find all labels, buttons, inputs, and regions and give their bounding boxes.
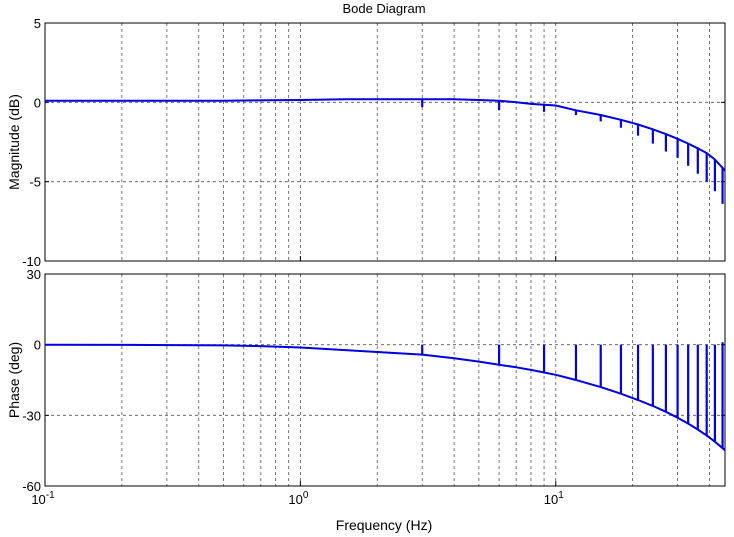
y-tick-label: 0 (34, 95, 41, 110)
magnitude-y-ticks: 5 0 -5 -10 (22, 16, 725, 269)
y-tick-label: -5 (29, 175, 41, 190)
magnitude-grid (45, 23, 725, 261)
x-tick-label: 10-1 (31, 490, 55, 507)
y-tick-label: -60 (22, 479, 41, 494)
y-tick-label: -30 (22, 408, 41, 423)
phase-series (44, 342, 726, 451)
phase-y-axis-label: Phase (deg) (6, 342, 22, 418)
phase-grid (45, 274, 725, 486)
phase-axes-frame (44, 273, 726, 487)
magnitude-series (45, 98, 726, 204)
magnitude-axes-frame (44, 22, 726, 262)
y-tick-label: -10 (22, 254, 41, 269)
magnitude-y-axis-label: Magnitude (dB) (6, 94, 22, 190)
x-axis-label: Frequency (Hz) (336, 517, 432, 533)
phase-panel: 30 0 -30 -60 Phase (deg) (6, 267, 726, 494)
y-tick-label: 30 (27, 267, 41, 282)
y-tick-label: 0 (34, 338, 41, 353)
magnitude-panel: 5 0 -5 -10 Magnitude (dB) (6, 16, 726, 269)
series-line (45, 98, 726, 172)
x-ticks: 10-1 100 101 (31, 256, 564, 507)
phase-y-ticks: 30 0 -30 -60 (22, 267, 725, 494)
x-tick-label: 100 (288, 490, 308, 507)
x-tick-label: 101 (544, 490, 564, 507)
chart-title: Bode Diagram (342, 1, 425, 16)
series-line (44, 343, 726, 451)
y-tick-label: 5 (34, 16, 41, 31)
